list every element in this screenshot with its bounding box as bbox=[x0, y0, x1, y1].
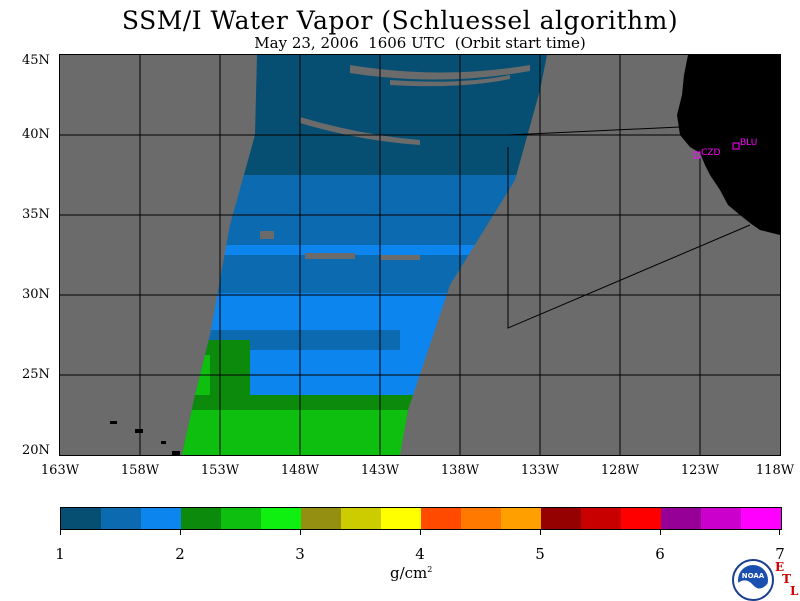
colorbar-tick bbox=[180, 529, 181, 535]
logo-text: NOAA bbox=[742, 572, 765, 580]
station-label-czd: CZD bbox=[701, 148, 721, 158]
colorbar-swatch bbox=[581, 508, 621, 529]
colorbar-tick bbox=[420, 529, 421, 535]
lon-label-123w: 123W bbox=[680, 463, 720, 478]
lon-label-143w: 143W bbox=[360, 463, 400, 478]
lon-label-158w: 158W bbox=[120, 463, 160, 478]
graticule bbox=[60, 55, 780, 455]
colorbar-swatch bbox=[381, 508, 421, 529]
colorbar-tick bbox=[779, 529, 780, 535]
colorbar-swatch bbox=[461, 508, 501, 529]
colorbar-label-3: 3 bbox=[295, 545, 305, 563]
colorbar-swatch bbox=[701, 508, 741, 529]
station-label-blu: BLU bbox=[740, 138, 758, 148]
units-exponent: 2 bbox=[427, 565, 433, 574]
colorbar-swatch bbox=[541, 508, 581, 529]
chart-title: SSM/I Water Vapor (Schluessel algorithm) bbox=[121, 6, 679, 35]
lat-label-40n: 40N bbox=[22, 127, 50, 142]
colorbar-swatch bbox=[141, 508, 181, 529]
colorbar-swatch bbox=[621, 508, 661, 529]
domain-outline bbox=[507, 147, 751, 329]
lat-label-30n: 30N bbox=[22, 287, 50, 302]
colorbar-label-4: 4 bbox=[415, 545, 425, 563]
map-plot bbox=[59, 54, 781, 456]
north-america-land bbox=[677, 55, 780, 235]
colorbar-swatch bbox=[341, 508, 381, 529]
lat-label-20n: 20N bbox=[22, 443, 50, 458]
colorbar-label-2: 2 bbox=[175, 545, 185, 563]
chart-subtitle: May 23, 2006 1606 UTC (Orbit start time) bbox=[254, 34, 586, 52]
lon-label-163w: 163W bbox=[40, 463, 80, 478]
etl-letter-l: L bbox=[790, 584, 799, 598]
colorbar-units: g/cm2 bbox=[390, 564, 432, 582]
lon-label-133w: 133W bbox=[520, 463, 560, 478]
lon-label-148w: 148W bbox=[280, 463, 320, 478]
colorbar-tick bbox=[300, 529, 301, 535]
lon-label-128w: 128W bbox=[600, 463, 640, 478]
colorbar-swatch bbox=[181, 508, 221, 529]
colorbar-swatch bbox=[661, 508, 701, 529]
station-marker-czd bbox=[693, 151, 701, 159]
colorbar-label-1: 1 bbox=[55, 545, 65, 563]
colorbar-swatch bbox=[61, 508, 101, 529]
lon-label-153w: 153W bbox=[200, 463, 240, 478]
water-vapor-swath bbox=[182, 55, 547, 455]
colorbar-swatch bbox=[221, 508, 261, 529]
colorbar-swatch bbox=[741, 508, 781, 529]
lat-label-25n: 25N bbox=[22, 367, 50, 382]
colorbar-swatch bbox=[421, 508, 461, 529]
colorbar-tick bbox=[540, 529, 541, 535]
colorbar-label-5: 5 bbox=[535, 545, 545, 563]
units-base: g/cm bbox=[390, 564, 428, 582]
lon-label-118w: 118W bbox=[755, 463, 795, 478]
station-marker-blu bbox=[732, 142, 740, 150]
hawaii-islands bbox=[110, 421, 180, 455]
domain-outline-top bbox=[507, 126, 681, 136]
colorbar-label-7: 7 bbox=[775, 545, 785, 563]
colorbar-swatch bbox=[501, 508, 541, 529]
etl-letter-e: E bbox=[775, 560, 785, 574]
colorbar-swatch bbox=[301, 508, 341, 529]
colorbar-swatch bbox=[261, 508, 301, 529]
colorbar-swatch bbox=[101, 508, 141, 529]
etl-letter-t: T bbox=[782, 572, 791, 586]
colorbar bbox=[60, 507, 782, 530]
lon-label-138w: 138W bbox=[440, 463, 480, 478]
lat-label-35n: 35N bbox=[22, 207, 50, 222]
colorbar-tick bbox=[660, 529, 661, 535]
colorbar-label-6: 6 bbox=[655, 545, 665, 563]
lat-label-45n: 45N bbox=[22, 53, 50, 68]
noaa-logo: NOAA bbox=[732, 559, 774, 601]
map-svg bbox=[60, 55, 780, 455]
colorbar-tick bbox=[60, 529, 61, 535]
